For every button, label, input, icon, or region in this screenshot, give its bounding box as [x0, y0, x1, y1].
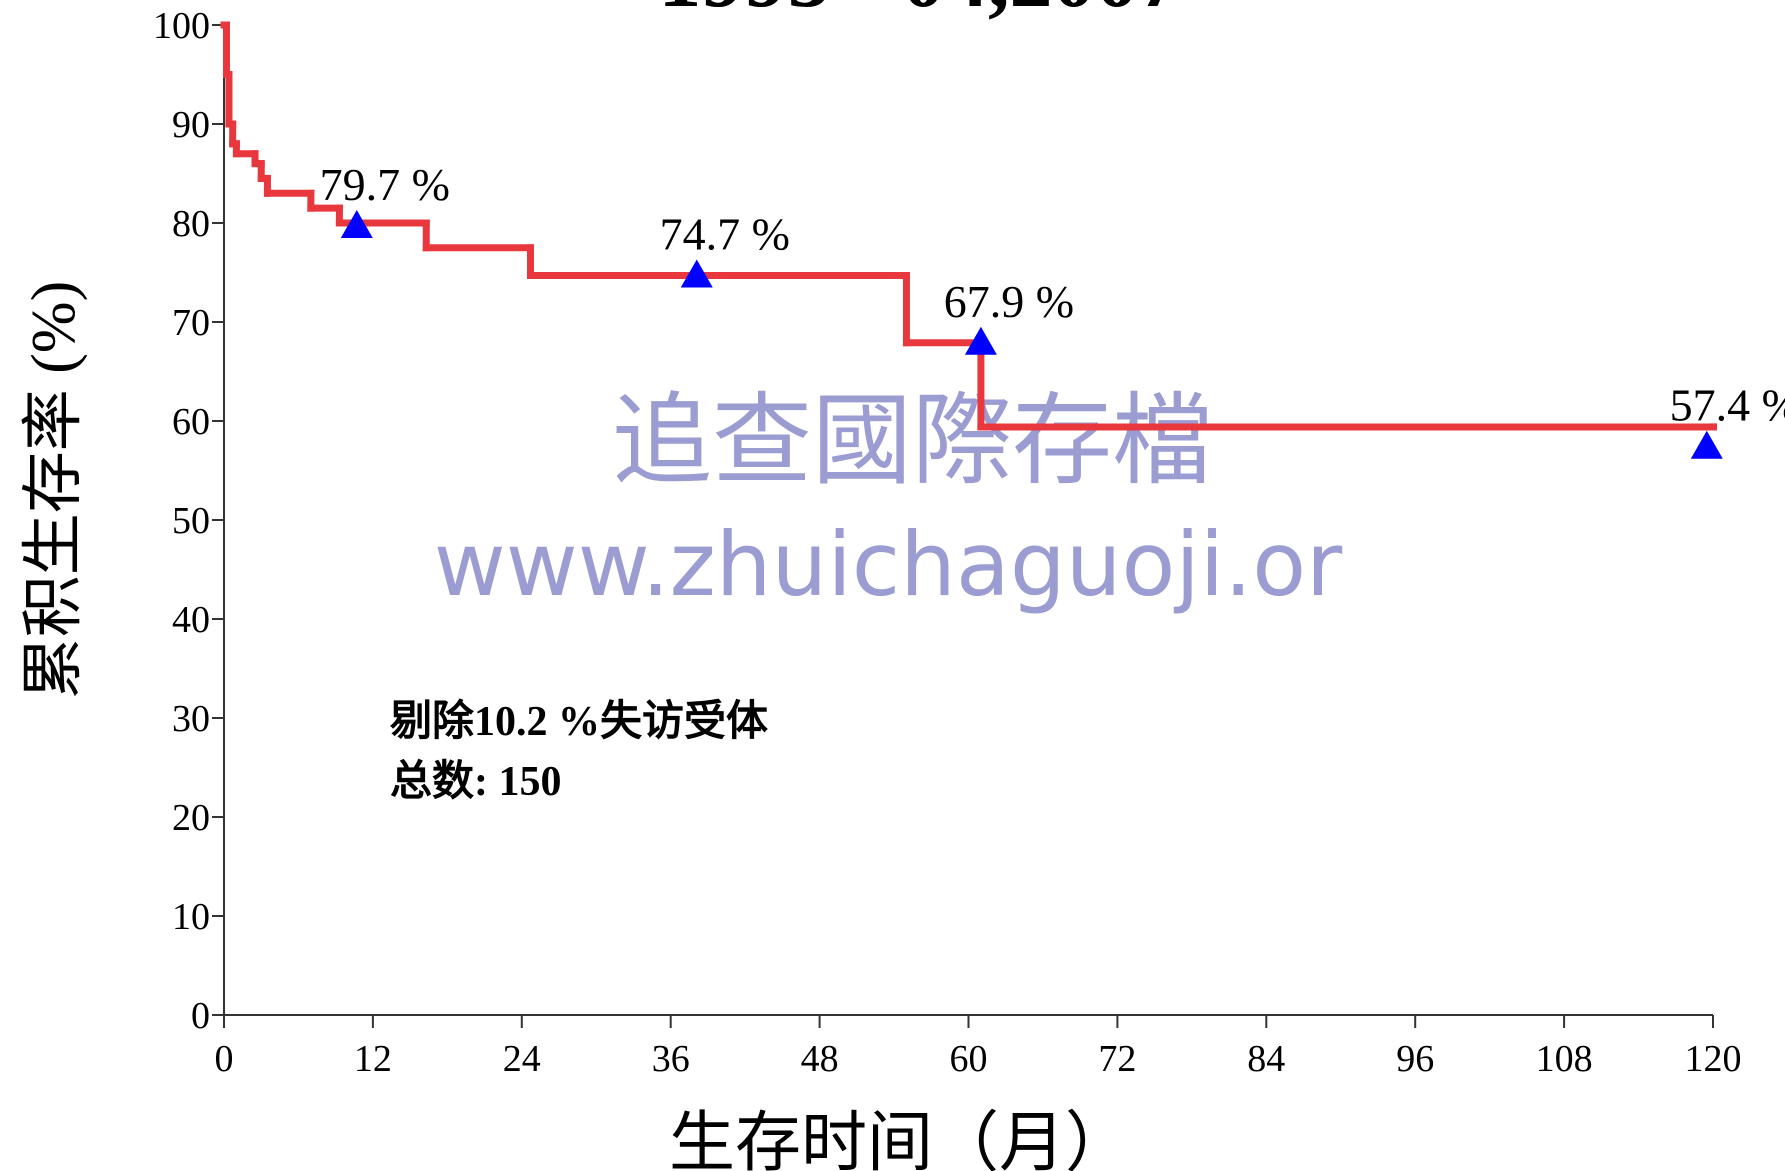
y-axis-label: 累积生存率 (%) — [20, 281, 88, 699]
x-tick-label: 36 — [652, 1038, 690, 1080]
value-label: 74.7 % — [660, 208, 790, 259]
y-tick-label: 60 — [172, 401, 210, 443]
x-tick-label: 108 — [1536, 1038, 1593, 1080]
x-tick-label: 48 — [801, 1038, 839, 1080]
watermark: www.zhuichaguoji.or — [434, 513, 1343, 616]
value-label: 57.4 % — [1670, 380, 1785, 431]
x-tick-label: 96 — [1396, 1038, 1434, 1080]
marker — [964, 326, 997, 355]
marker — [1690, 430, 1723, 459]
annotation: 总数: 150 — [390, 758, 562, 805]
y-tick-label: 0 — [191, 995, 210, 1037]
watermark: 追查國際存檔 — [612, 382, 1212, 499]
value-label: 67.9 % — [944, 276, 1074, 327]
x-tick-label: 120 — [1685, 1038, 1742, 1080]
y-tick-label: 10 — [172, 896, 210, 938]
annotation: 剔除10.2 %失访受体 — [390, 698, 768, 745]
x-tick-label: 84 — [1247, 1038, 1285, 1080]
y-tick-label: 100 — [153, 5, 210, 47]
y-tick-label: 20 — [172, 797, 210, 839]
x-axis-label: 生存时间（月） — [669, 1107, 1131, 1171]
marker — [680, 259, 713, 288]
x-tick-label: 24 — [503, 1038, 541, 1080]
y-tick-label: 80 — [172, 203, 210, 245]
x-tick-label: 12 — [354, 1038, 392, 1080]
marker — [340, 209, 373, 238]
y-tick-label: 40 — [172, 599, 210, 641]
x-tick-label: 72 — [1098, 1038, 1136, 1080]
x-tick-label: 0 — [215, 1038, 234, 1080]
value-label: 79.7 % — [320, 159, 450, 210]
y-tick-label: 90 — [172, 104, 210, 146]
y-tick-label: 50 — [172, 500, 210, 542]
chart-title: 1995 - 04,2007 — [658, 0, 1181, 25]
y-tick-label: 30 — [172, 698, 210, 740]
y-tick-label: 70 — [172, 302, 210, 344]
x-tick-label: 60 — [950, 1038, 988, 1080]
